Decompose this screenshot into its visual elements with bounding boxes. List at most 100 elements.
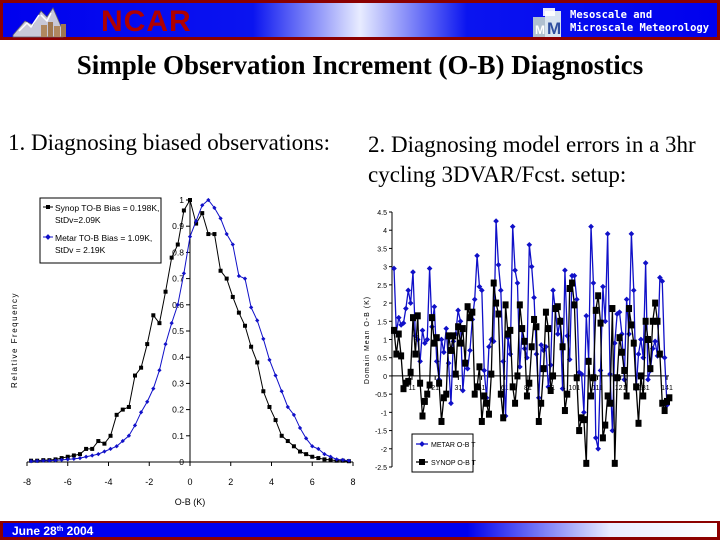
chart2-point-synop — [618, 348, 625, 356]
chart1-point-metar — [181, 271, 187, 276]
chart1-y-axis-label: Relative Frequency — [10, 292, 19, 388]
chart1-point-metar — [163, 341, 168, 347]
chart1-x-tick-label: 2 — [228, 477, 233, 487]
chart2-y-tick-label: 1 — [383, 338, 387, 345]
chart1-point-metar — [157, 368, 162, 373]
chart2-point-synop — [626, 305, 633, 313]
chart1-point-metar — [230, 242, 235, 247]
chart2-point-metar — [497, 287, 504, 294]
chart1-point-synop — [65, 454, 70, 459]
chart2-point-synop — [405, 377, 412, 385]
chart1-point-synop — [102, 441, 107, 446]
chart2-point-synop — [398, 352, 405, 360]
chart1-point-metar — [90, 453, 95, 458]
chart2-point-synop — [433, 334, 440, 342]
chart1-point-metar — [346, 458, 352, 463]
chart2-y-tick-label: -1 — [381, 410, 387, 417]
chart2-point-synop — [466, 314, 473, 322]
chart1-point-synop — [212, 232, 217, 237]
chart2-point-synop — [516, 301, 523, 309]
chart2-x-tick-label: 31 — [454, 385, 462, 392]
chart1-point-synop — [230, 294, 235, 299]
chart2-point-metar — [448, 400, 454, 407]
chart2-point-metar — [495, 261, 502, 268]
chart2-point-synop — [564, 390, 571, 398]
chart2-point-synop — [495, 310, 502, 318]
chart1-point-synop — [139, 365, 144, 370]
chart2-point-metar — [419, 327, 426, 334]
chart1-point-synop — [163, 289, 168, 294]
chart1-point-metar — [120, 438, 125, 444]
chart2-point-synop — [554, 303, 561, 311]
chart2-point-synop — [447, 346, 454, 354]
chart1-point-metar — [273, 373, 278, 378]
chart2-point-metar — [600, 283, 606, 290]
chart2-point-synop — [504, 330, 511, 338]
legend-synop-marker — [419, 459, 425, 465]
chart2-y-tick-label: 3.5 — [377, 246, 387, 253]
chart2-point-synop — [637, 372, 644, 380]
chart2-point-synop — [485, 410, 492, 418]
chart1-point-synop — [304, 452, 309, 457]
chart1-y-tick-label: 0.4 — [172, 352, 184, 362]
chart2-point-metar — [474, 252, 480, 259]
chart2-point-metar — [616, 309, 623, 316]
chart1-point-metar — [334, 457, 339, 462]
chart2-series-line-metar — [393, 221, 668, 449]
chart2-point-synop — [400, 385, 407, 393]
chart1-point-synop — [298, 449, 303, 454]
footer-date: June 28th 2004 — [12, 524, 94, 538]
chart2-point-synop — [426, 381, 433, 389]
chart2-point-synop — [412, 350, 419, 358]
chart1-point-synop — [132, 373, 137, 378]
chart2-point-metar — [657, 274, 663, 281]
chart2-point-synop — [550, 372, 557, 380]
section-1-heading: 1. Diagnosing biased observations: — [8, 130, 330, 155]
chart2-point-metar — [595, 445, 601, 452]
chart2-point-metar — [407, 300, 414, 306]
chart2-point-metar — [500, 358, 507, 365]
chart2-point-synop — [395, 330, 402, 338]
chart2-y-tick-label: 0 — [383, 374, 387, 381]
chart2-point-synop — [469, 308, 476, 316]
chart2-point-synop — [595, 292, 602, 300]
footer-bar: June 28th 2004 — [0, 521, 720, 540]
chart2-point-synop — [547, 387, 554, 394]
chart2-point-synop — [611, 459, 618, 467]
chart2-point-metar — [604, 231, 611, 237]
chart2-point-synop — [566, 285, 573, 292]
chart2-point-synop — [500, 414, 507, 422]
chart1-point-metar — [96, 452, 101, 457]
chart2-point-synop — [533, 323, 540, 331]
chart1-point-synop — [90, 446, 95, 451]
chart2-point-metar — [538, 342, 545, 348]
chart2-point-synop — [483, 399, 490, 407]
chart2-point-synop — [576, 427, 583, 435]
chart2-point-metar — [471, 296, 478, 303]
chart1-y-tick-label: 0.1 — [172, 431, 184, 441]
chart2-point-synop — [514, 372, 521, 380]
chart2-point-metar — [507, 351, 514, 357]
chart2-y-tick-label: 4.5 — [377, 210, 387, 217]
chart2-point-metar — [486, 343, 492, 350]
chart1-y-tick-label: 1 — [179, 195, 184, 205]
chart2-point-metar — [630, 287, 637, 294]
chart1-point-synop — [108, 433, 113, 438]
chart2-point-synop — [452, 370, 459, 378]
chart2-point-synop — [642, 317, 649, 325]
chart1-point-metar — [132, 423, 138, 428]
chart2-point-metar — [626, 331, 632, 337]
chart2-point-metar — [426, 265, 433, 272]
chart2-point-synop — [614, 374, 621, 382]
chart1-point-synop — [145, 342, 150, 347]
chart2-point-metar — [588, 223, 594, 230]
chart1-x-tick-label: 6 — [310, 477, 315, 487]
chart1-point-synop — [285, 439, 290, 444]
chart2-y-tick-label: 2.5 — [377, 283, 387, 290]
chart1-point-metar — [193, 218, 199, 224]
chart2-point-metar — [476, 283, 483, 290]
chart2-y-tick-label: -2 — [381, 447, 387, 454]
chart1-point-metar — [279, 389, 284, 394]
chart1-point-synop — [328, 457, 333, 462]
chart2-y-tick-label: -1.5 — [375, 429, 387, 436]
